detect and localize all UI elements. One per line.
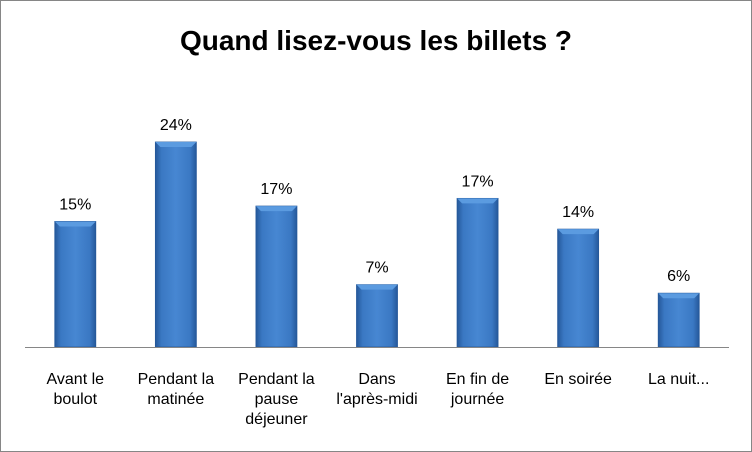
data-label: 6% — [667, 268, 690, 285]
bar — [456, 197, 499, 348]
category-label: journée — [450, 391, 504, 408]
data-label: 17% — [462, 173, 494, 190]
bar-bevel — [255, 206, 297, 212]
bar-bevel — [557, 229, 599, 235]
bar — [557, 228, 600, 348]
bar-bevel — [658, 293, 700, 299]
bar — [54, 221, 97, 348]
data-label: 24% — [160, 117, 192, 134]
bar — [255, 205, 298, 348]
bar — [356, 284, 398, 348]
category-label: matinée — [147, 391, 204, 408]
data-label: 7% — [365, 260, 388, 277]
category-label: Dans — [358, 371, 395, 388]
category-label: Pendant la — [138, 371, 215, 388]
chart-title: Quand lisez-vous les billets ? — [179, 25, 573, 56]
bar — [154, 141, 197, 348]
data-label: 17% — [260, 181, 292, 198]
bar-bevel — [155, 142, 197, 147]
category-label: Avant le — [47, 371, 105, 388]
category-label: En soirée — [544, 371, 612, 388]
category-label: La nuit... — [648, 371, 709, 388]
category-label: pause — [255, 391, 299, 408]
data-label: 14% — [562, 204, 594, 221]
category-label: l'après-midi — [336, 391, 417, 408]
bar-bevel — [54, 221, 96, 227]
bar-bevel — [356, 284, 398, 290]
category-label: Pendant la — [238, 371, 315, 388]
category-label: En fin de — [446, 371, 509, 388]
data-label: 15% — [59, 196, 91, 213]
bar — [657, 292, 700, 348]
bar-bevel — [457, 198, 499, 204]
category-label: déjeuner — [245, 411, 308, 428]
category-label: boulot — [53, 391, 97, 408]
